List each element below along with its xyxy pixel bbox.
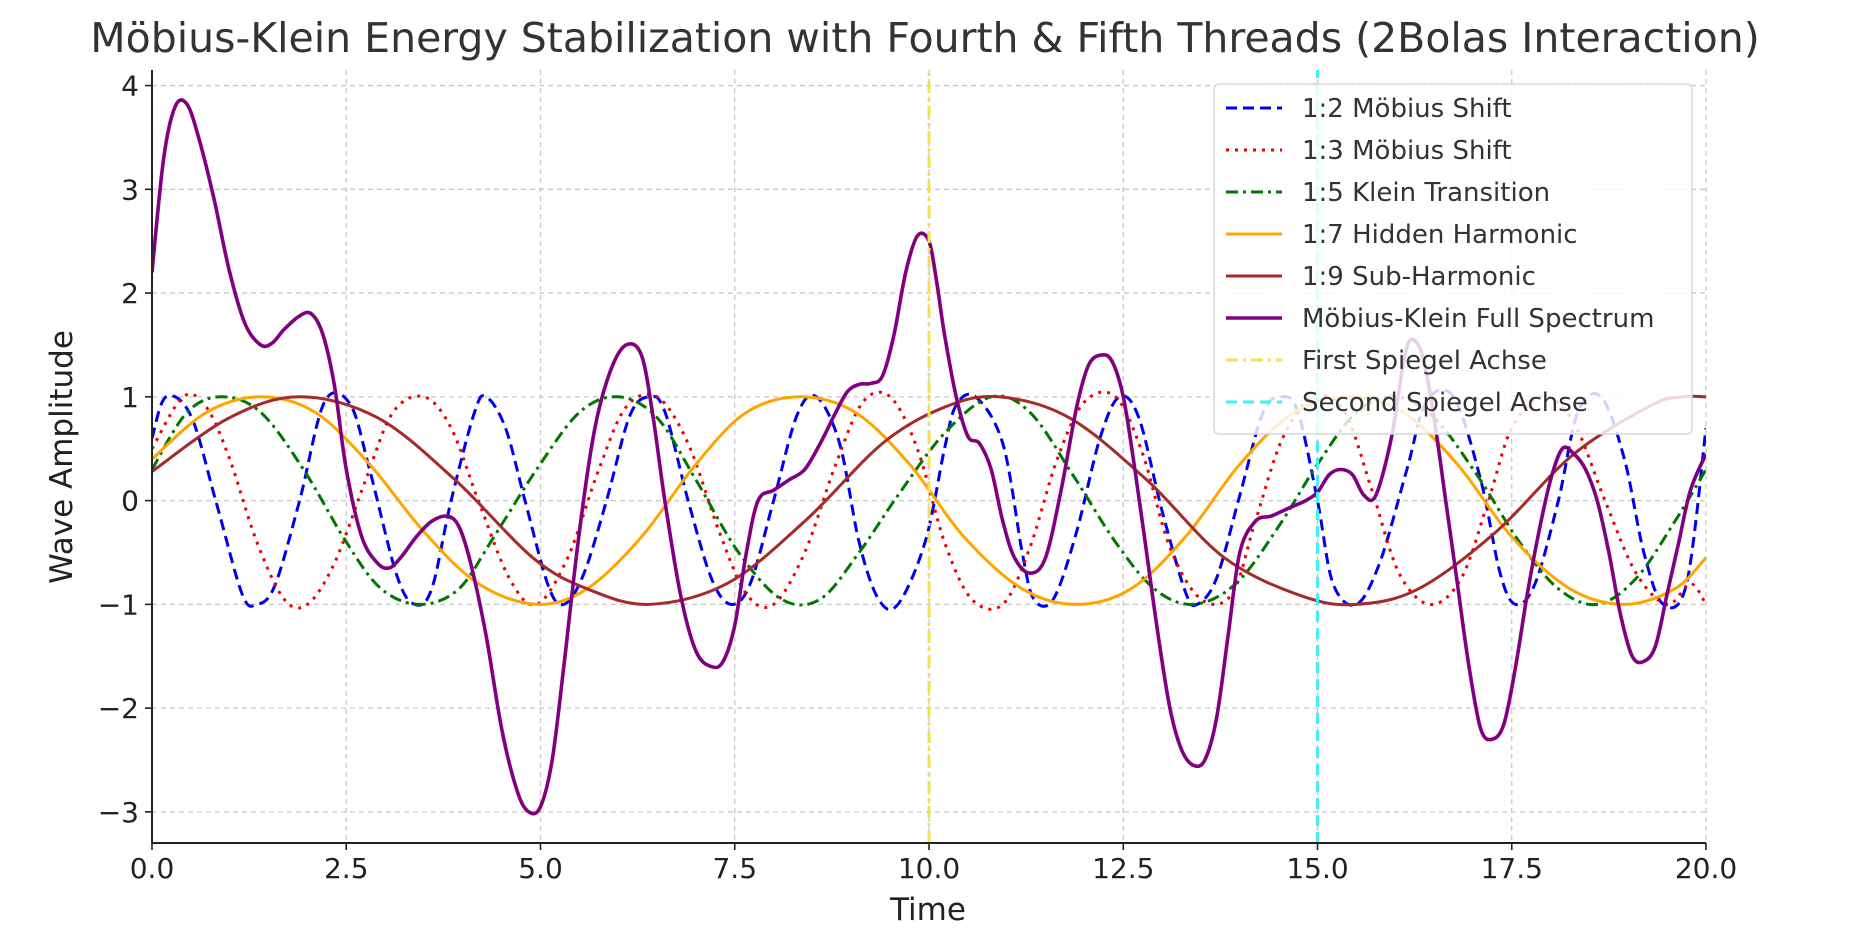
series-line-2 <box>152 394 1706 607</box>
series-line-3 <box>152 395 1706 606</box>
y-tick-label: 0 <box>121 485 139 518</box>
legend-label-0: 1:2 Möbius Shift <box>1302 94 1512 124</box>
x-tick-label: 0.0 <box>130 852 175 885</box>
series-group <box>152 70 1706 843</box>
x-tick-label: 15.0 <box>1286 852 1348 885</box>
y-tick-label: 1 <box>121 381 139 414</box>
x-tick-label: 12.5 <box>1092 852 1154 885</box>
y-tick-label: 2 <box>121 277 139 310</box>
x-tick-label: 7.5 <box>712 852 757 885</box>
y-tick-label: 4 <box>121 70 139 103</box>
tick-labels: 0.0 2.5 5.0 7.5 10.0 12.5 15.0 17.5 20.0 −3 −2 −1 0 1… <box>98 70 1737 885</box>
series-line-1 <box>152 390 1706 611</box>
y-tick-label: −3 <box>98 796 139 829</box>
legend-box <box>1213 83 1693 435</box>
x-tick-label: 10.0 <box>898 852 960 885</box>
legend-label-2: 1:5 Klein Transition <box>1302 178 1550 208</box>
x-tick-label: 5.0 <box>518 852 563 885</box>
y-tick-label: −1 <box>98 588 139 621</box>
legend-label-1: 1:3 Möbius Shift <box>1302 136 1512 166</box>
series-line-5 <box>152 98 1706 816</box>
y-tick-label: 3 <box>121 173 139 206</box>
legend-label-4: 1:9 Sub-Harmonic <box>1302 262 1536 292</box>
x-tick-label: 17.5 <box>1481 852 1543 885</box>
x-tick-label: 2.5 <box>324 852 369 885</box>
legend-label-3: 1:7 Hidden Harmonic <box>1302 220 1578 250</box>
x-tick-label: 20.0 <box>1675 852 1737 885</box>
y-tick-label: −2 <box>98 692 139 725</box>
x-axis-label: Time <box>889 892 966 928</box>
y-axis-label: Wave Amplitude <box>44 330 80 584</box>
legend-label-5: Möbius-Klein Full Spectrum <box>1302 304 1654 334</box>
legend-label-6: First Spiegel Achse <box>1302 346 1547 376</box>
chart-title: Möbius-Klein Energy Stabilization with F… <box>90 14 1760 62</box>
legend: 1:2 Möbius Shift 1:3 Möbius Shift 1:5 Klei… <box>1213 83 1693 435</box>
legend-label-7: Second Spiegel Achse <box>1302 388 1588 418</box>
